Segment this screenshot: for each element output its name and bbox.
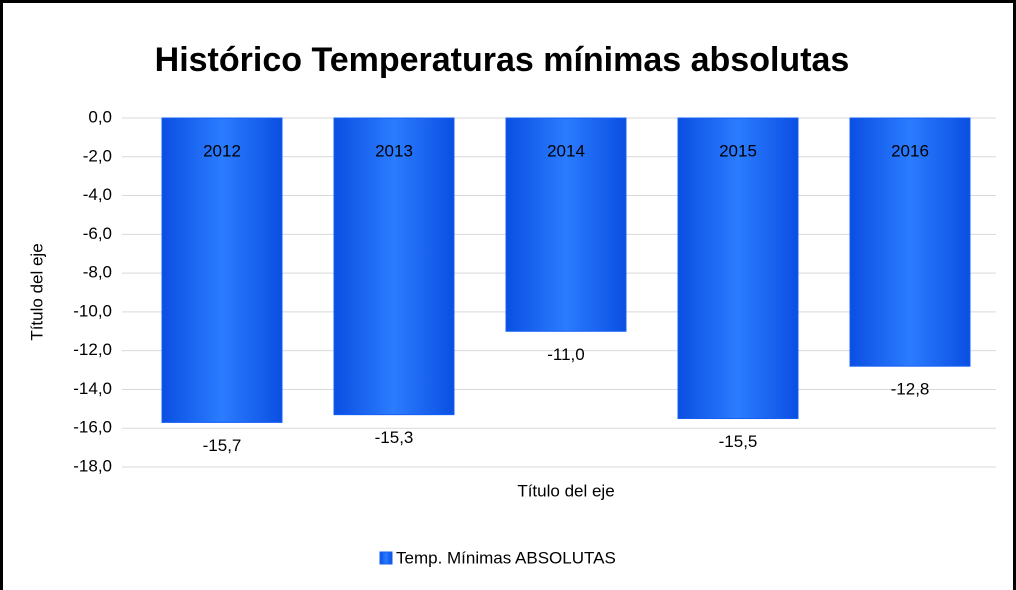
category-label: 2016	[891, 141, 929, 160]
value-label: -15,7	[203, 436, 242, 455]
y-tick-label: -16,0	[73, 418, 112, 437]
y-tick-label: 0,0	[88, 107, 112, 126]
category-label: 2013	[375, 141, 413, 160]
value-label: -15,3	[375, 428, 414, 447]
legend-swatch	[379, 551, 393, 565]
category-label: 2012	[203, 141, 241, 160]
value-label: -15,5	[719, 432, 758, 451]
y-tick-label: -6,0	[83, 224, 112, 243]
y-tick-label: -10,0	[73, 301, 112, 320]
y-tick-label: -14,0	[73, 379, 112, 398]
y-tick-label: -12,0	[73, 340, 112, 359]
y-tick-label: -8,0	[83, 263, 112, 282]
category-label: 2015	[719, 141, 757, 160]
bar	[505, 117, 627, 332]
bar	[677, 117, 799, 420]
category-label: 2014	[547, 141, 585, 160]
chart-title: Histórico Temperaturas mínimas absolutas	[155, 41, 850, 79]
legend-label: Temp. Mínimas ABSOLUTAS	[396, 548, 616, 567]
value-label: -12,8	[891, 380, 930, 399]
bar	[849, 117, 971, 367]
y-axis-label: Título del eje	[27, 243, 46, 340]
bar	[161, 117, 283, 423]
bar	[333, 117, 455, 416]
y-tick-label: -4,0	[83, 185, 112, 204]
y-tick-label: -18,0	[73, 456, 112, 475]
y-tick-label: -2,0	[83, 146, 112, 165]
value-label: -11,0	[547, 345, 585, 364]
x-axis-label: Título del eje	[517, 481, 614, 500]
